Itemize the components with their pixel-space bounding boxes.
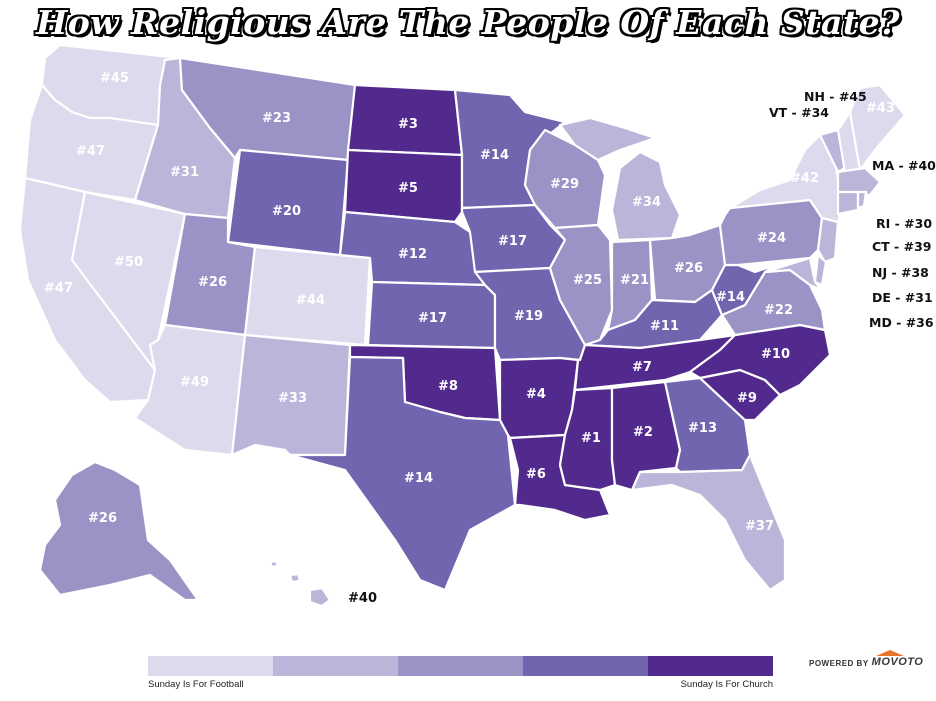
callout-ri: RI - #30 <box>876 216 932 231</box>
rank-label-sd: #5 <box>398 181 418 196</box>
state-mi-up <box>558 116 657 162</box>
rank-label-wv: #14 <box>716 290 745 305</box>
rank-label-hi: #40 <box>348 591 377 606</box>
callout-vt: VT - #34 <box>769 105 829 120</box>
state-sd <box>343 148 464 224</box>
rank-label-il: #25 <box>573 273 602 288</box>
rank-label-ut: #26 <box>198 275 227 290</box>
state-md <box>763 256 824 292</box>
legend-swatch-4 <box>523 656 648 676</box>
callout-ma: MA - #40 <box>872 158 936 173</box>
state-ma <box>836 166 882 197</box>
rank-label-pa: #24 <box>757 231 786 246</box>
rank-label-mn: #14 <box>480 148 509 163</box>
rank-label-in: #21 <box>620 273 649 288</box>
rank-label-id: #31 <box>170 165 199 180</box>
callout-de: DE - #31 <box>872 290 933 305</box>
state-hi-1 <box>308 586 332 608</box>
powered-by-label: POWERED BY <box>809 659 869 668</box>
rank-label-wi: #29 <box>550 177 579 192</box>
rank-label-mi: #34 <box>632 195 661 210</box>
rank-label-nd: #3 <box>398 117 418 132</box>
rank-label-ga: #13 <box>688 421 717 436</box>
state-hi-2 <box>288 572 302 584</box>
rank-label-ne: #12 <box>398 247 427 262</box>
rank-label-az: #49 <box>180 375 209 390</box>
callout-nh: NH - #45 <box>804 89 867 104</box>
rank-label-ar: #4 <box>526 387 546 402</box>
rank-label-wy: #20 <box>272 204 301 219</box>
rank-label-ny: #42 <box>790 171 819 186</box>
legend-swatch-1 <box>148 656 273 676</box>
state-ri <box>856 190 868 210</box>
rank-label-va: #22 <box>764 303 793 318</box>
callout-ct: CT - #39 <box>872 239 931 254</box>
rank-label-ms: #1 <box>581 431 601 446</box>
callout-md: MD - #36 <box>869 315 934 330</box>
rank-label-tx: #14 <box>404 471 433 486</box>
legend-swatch-2 <box>273 656 398 676</box>
movoto-logo-text: MOVOTO <box>871 656 924 668</box>
rank-label-nm: #33 <box>278 391 307 406</box>
state-ct <box>836 190 860 216</box>
rank-label-mo: #19 <box>514 309 543 324</box>
legend-swatch-3 <box>398 656 523 676</box>
rank-label-mt: #23 <box>262 111 291 126</box>
legend-right-label: Sunday Is For Church <box>680 679 773 690</box>
state-tx <box>288 355 517 592</box>
rank-label-ok: #8 <box>438 379 458 394</box>
rank-label-la: #6 <box>526 467 546 482</box>
us-religiosity-map: #45 #47 #47 #50 #31 #23 #20 #26 #44 #49 … <box>18 43 936 608</box>
rank-label-nv: #50 <box>114 255 143 270</box>
state-wi <box>523 128 607 230</box>
rank-label-fl: #37 <box>745 519 774 534</box>
legend-left-label: Sunday Is For Football <box>148 679 244 690</box>
state-wy <box>226 148 350 257</box>
state-fl <box>630 453 787 592</box>
brand-badge[interactable]: POWERED BY MOVOTO <box>809 650 924 668</box>
state-nj <box>816 216 840 264</box>
state-hi-3 <box>268 559 280 569</box>
rank-label-al: #2 <box>633 425 653 440</box>
legend-scale <box>148 656 773 676</box>
rank-label-ia: #17 <box>498 234 527 249</box>
state-mi <box>610 150 682 242</box>
rank-label-nc: #10 <box>761 347 790 362</box>
rank-label-oh: #26 <box>674 261 703 276</box>
callout-nj: NJ - #38 <box>872 265 929 280</box>
rank-label-ak: #26 <box>88 511 117 526</box>
state-az <box>133 323 247 457</box>
state-ak <box>38 460 200 602</box>
state-nc <box>688 323 832 397</box>
rank-label-me: #43 <box>866 101 895 116</box>
rank-label-sc: #9 <box>737 391 757 406</box>
rank-label-wa: #45 <box>100 71 129 86</box>
map-title: How Religious Are The People Of Each Sta… <box>36 3 900 42</box>
rank-label-ks: #17 <box>418 311 447 326</box>
rank-label-ky: #11 <box>650 319 679 334</box>
legend-swatch-5 <box>648 656 773 676</box>
movoto-logo: MOVOTO <box>871 650 924 668</box>
house-roof-icon <box>875 650 904 656</box>
state-de <box>813 253 828 287</box>
rank-label-or: #47 <box>76 144 105 159</box>
rank-label-co: #44 <box>296 293 325 308</box>
rank-label-tn: #7 <box>632 360 652 375</box>
rank-label-ca: #47 <box>44 281 73 296</box>
